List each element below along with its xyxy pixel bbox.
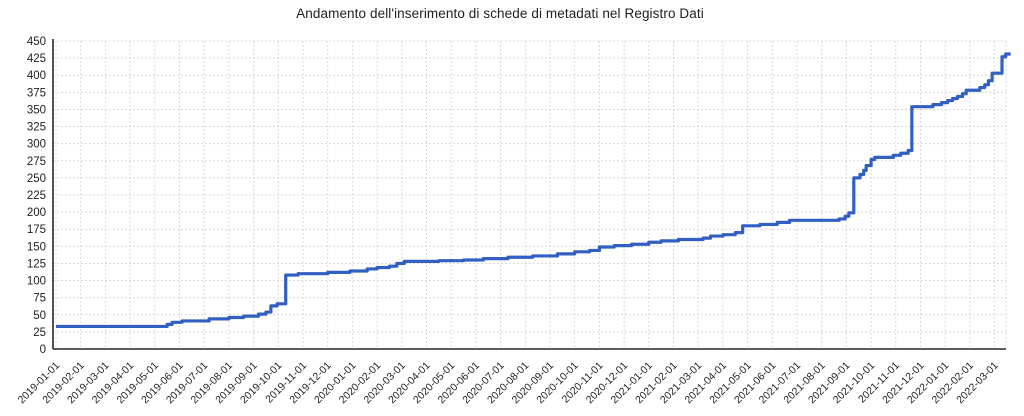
y-tick-label: 125 bbox=[27, 258, 46, 270]
y-tick-label: 225 bbox=[27, 190, 46, 202]
y-tick-label: 200 bbox=[27, 207, 46, 219]
y-tick-label: 300 bbox=[27, 139, 46, 151]
data-line bbox=[56, 52, 1011, 329]
y-tick-label: 375 bbox=[27, 87, 46, 99]
y-tick-label: 100 bbox=[27, 276, 46, 288]
y-tick-label: 75 bbox=[33, 293, 46, 305]
chart-title: Andamento dell'inserimento di schede di … bbox=[296, 6, 704, 21]
y-tick-label: 150 bbox=[27, 241, 46, 253]
y-tick-label: 250 bbox=[27, 173, 46, 185]
y-tick-label: 325 bbox=[27, 122, 46, 134]
y-tick-label: 450 bbox=[27, 36, 46, 48]
y-tick-label: 175 bbox=[27, 224, 46, 236]
y-tick-label: 400 bbox=[27, 70, 46, 82]
y-tick-label: 275 bbox=[27, 156, 46, 168]
y-tick-label: 425 bbox=[27, 53, 46, 65]
y-tick-label: 350 bbox=[27, 104, 46, 116]
y-tick-label: 50 bbox=[33, 310, 46, 322]
y-tick-label: 0 bbox=[40, 344, 46, 356]
y-tick-label: 25 bbox=[33, 327, 46, 339]
